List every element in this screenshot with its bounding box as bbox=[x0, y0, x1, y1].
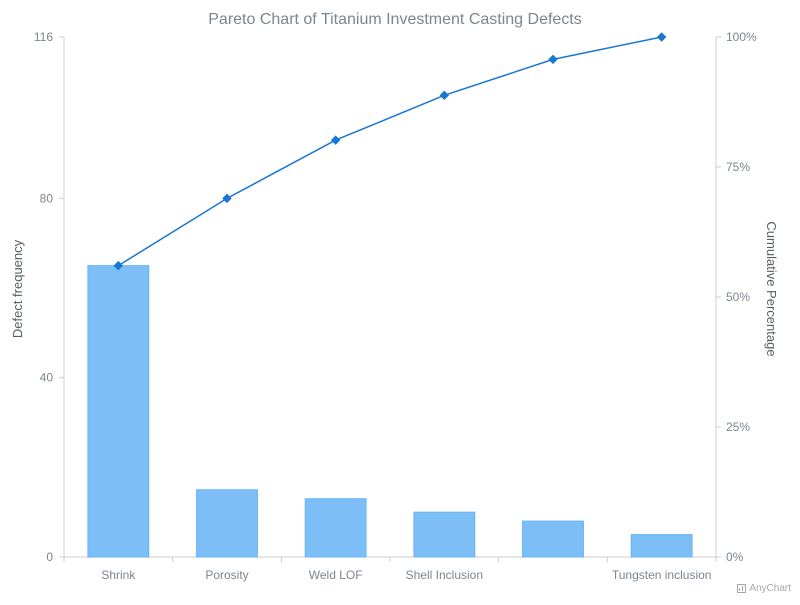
y-tick-label: 40 bbox=[40, 371, 54, 385]
bar-5 bbox=[630, 534, 693, 558]
y-axis-title: Defect frequency bbox=[10, 239, 25, 338]
cumulative-point-5 bbox=[656, 32, 667, 42]
credits[interactable]: AnyChart bbox=[737, 583, 791, 594]
chart-title: Pareto Chart of Titanium Investment Cast… bbox=[208, 11, 582, 28]
bar-3 bbox=[413, 511, 476, 558]
bar-1 bbox=[196, 489, 258, 558]
credits-label[interactable]: AnyChart bbox=[749, 583, 791, 594]
x-tick-label: Shrink bbox=[101, 568, 136, 582]
cumulative-point-4 bbox=[548, 54, 558, 65]
cumulative-point-3 bbox=[439, 90, 450, 100]
x-tick-label: Shell Inclusion bbox=[406, 568, 483, 582]
x-tick-label: Weld LOF bbox=[309, 568, 363, 582]
bar-4 bbox=[522, 520, 584, 558]
cumulative-point-1 bbox=[222, 193, 232, 204]
bar-2 bbox=[304, 498, 367, 558]
cumulative-point-0 bbox=[113, 260, 124, 271]
anychart-logo-icon bbox=[737, 584, 747, 593]
y2-tick-label: 50% bbox=[726, 290, 750, 304]
y2-tick-label: 75% bbox=[726, 160, 750, 174]
cumulative-point-2 bbox=[330, 135, 341, 145]
cumulative-line bbox=[117, 36, 662, 267]
y2-tick-label: 0% bbox=[726, 550, 744, 564]
y2-axis-title: Cumulative Percentage bbox=[764, 221, 779, 356]
x-tick-label: Tungsten inclusion bbox=[612, 568, 712, 582]
x-tick-label: Porosity bbox=[205, 568, 248, 582]
y2-tick-label: 100% bbox=[726, 30, 757, 44]
y-tick-label: 80 bbox=[40, 191, 54, 205]
y-tick-label: 0 bbox=[46, 550, 53, 564]
bar-0 bbox=[87, 265, 150, 558]
y-tick-label: 116 bbox=[34, 30, 53, 44]
y2-tick-label: 25% bbox=[726, 420, 750, 434]
